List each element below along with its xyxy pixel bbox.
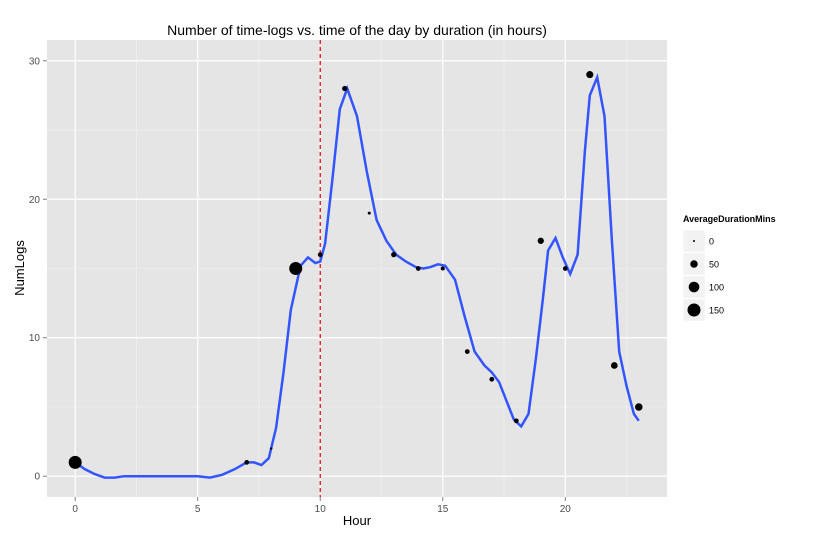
- smoothed-trend-line: [74, 73, 640, 479]
- data-point: [537, 237, 544, 244]
- y-axis-title: NumLogs: [12, 240, 27, 296]
- data-point: [635, 403, 643, 411]
- data-point: [562, 266, 568, 271]
- legend-label: 50: [709, 260, 719, 270]
- data-point: [342, 85, 348, 92]
- legend-key-dot: [687, 303, 701, 317]
- legend-key-dot: [688, 281, 700, 293]
- data-point: [440, 266, 445, 271]
- legend-label: 0: [709, 237, 714, 247]
- chart-title: Number of time-logs vs. time of the day …: [167, 22, 547, 38]
- size-legend: AverageDurationMins 0 50 100 150: [682, 214, 776, 322]
- x-tick-label: 10: [315, 504, 327, 515]
- data-point: [244, 460, 250, 465]
- y-tick-label: 30: [29, 56, 41, 67]
- data-point: [68, 455, 82, 469]
- legend-title: AverageDurationMins: [683, 214, 776, 224]
- data-point: [317, 252, 323, 258]
- x-tick-label: 5: [195, 504, 201, 515]
- x-tick-label: 0: [72, 504, 78, 515]
- y-tick-label: 10: [29, 333, 41, 344]
- data-point: [270, 447, 273, 450]
- x-tick-label: 20: [560, 504, 572, 515]
- data-point: [289, 262, 303, 275]
- data-point: [391, 251, 397, 258]
- y-axis-ticks: 0 10 20 30: [29, 56, 47, 483]
- legend-entries: 0 50 100 150: [682, 229, 724, 322]
- legend-label: 150: [709, 306, 724, 316]
- legend-label: 100: [709, 283, 724, 293]
- x-axis-title: Hour: [343, 513, 372, 528]
- data-point: [586, 71, 594, 79]
- data-point: [367, 211, 371, 215]
- data-point: [513, 418, 519, 424]
- legend-key-dot: [690, 260, 698, 268]
- data-point: [464, 349, 470, 354]
- y-tick-label: 20: [29, 195, 41, 206]
- data-points: [68, 71, 643, 469]
- data-point: [610, 362, 618, 369]
- x-axis-ticks: 0 5 10 15 20: [72, 497, 571, 515]
- legend-key-dot: [693, 240, 695, 242]
- data-point: [489, 376, 495, 382]
- x-tick-label: 15: [437, 504, 449, 515]
- y-tick-label: 0: [34, 472, 40, 483]
- data-point: [415, 266, 421, 271]
